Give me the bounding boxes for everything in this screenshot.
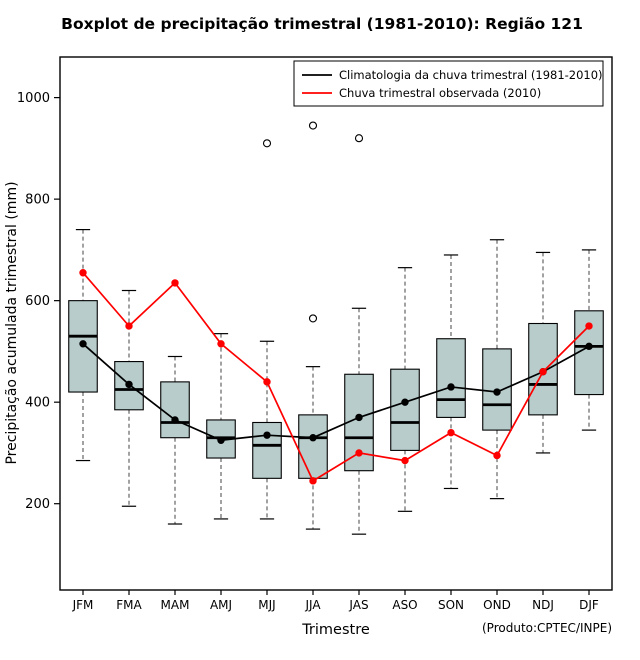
x-tick-label: OND — [483, 598, 511, 612]
climatology-point — [79, 340, 87, 348]
legend-border — [293, 60, 604, 107]
outlier-point — [262, 139, 272, 148]
observed-point — [79, 269, 87, 277]
y-tick-label: 800 — [25, 193, 50, 208]
x-tick-label: AMJ — [210, 598, 232, 612]
y-tick-label: 600 — [25, 294, 50, 309]
x-axis-label: Trimestre — [301, 622, 370, 638]
observed-point — [539, 368, 547, 376]
y-tick-label: 200 — [25, 497, 50, 512]
observed-point — [401, 456, 409, 465]
x-tick-label: MJJ — [258, 598, 275, 612]
box — [298, 414, 328, 479]
box — [252, 421, 282, 479]
plot-content — [68, 121, 604, 535]
observed-point — [309, 477, 317, 485]
outlier-point — [308, 121, 318, 130]
box — [436, 338, 466, 418]
climatology-line — [82, 343, 590, 442]
outlier-point — [354, 134, 364, 143]
observed-point — [217, 340, 225, 348]
observed-line — [82, 272, 590, 483]
climatology-point — [171, 416, 179, 424]
observed-point — [125, 322, 133, 330]
x-tick-label: NDJ — [532, 598, 554, 612]
legend-label-climatology: Climatologia da chuva trimestral (1981-2… — [339, 68, 603, 82]
x-tick-label: JAS — [348, 598, 368, 612]
legend-label-observed: Chuva trimestral observada (2010) — [339, 86, 541, 100]
observed-point — [355, 449, 363, 457]
climatology-point — [493, 388, 501, 396]
climatology-point — [401, 398, 409, 406]
climatology-point — [263, 431, 271, 439]
product-note: (Produto:CPTEC/INPE) — [482, 621, 612, 635]
climatology-point — [217, 436, 225, 444]
x-tick-label: MAM — [161, 598, 190, 612]
x-tick-label: DJF — [579, 598, 599, 612]
plot-area-border — [59, 56, 613, 591]
x-tick-label: JJA — [304, 598, 321, 612]
climatology-point — [309, 434, 317, 442]
box — [160, 381, 190, 439]
y-axis-label: Precipitação acumulada trimestral (mm) — [4, 181, 20, 464]
legend: Climatologia da chuva trimestral (1981-2… — [293, 60, 604, 107]
axes: 200 400 600 800 1000 JFM FMA MAM AMJ MJJ JJA JAS ASO… — [17, 91, 599, 612]
x-tick-label: SON — [438, 598, 464, 612]
y-tick-label: 400 — [25, 396, 50, 411]
x-tick-label: ASO — [392, 598, 417, 612]
climatology-point — [355, 413, 363, 422]
climatology-point — [125, 380, 133, 389]
observed-point — [493, 451, 501, 460]
observed-point — [447, 428, 455, 437]
chart-title: Boxplot de precipitação trimestral (1981… — [61, 15, 583, 33]
climatology-point — [585, 342, 593, 351]
outlier-point — [308, 314, 318, 323]
observed-point — [585, 322, 593, 330]
x-tick-label: JFM — [72, 598, 94, 612]
observed-point — [263, 378, 271, 386]
x-tick-label: FMA — [116, 598, 142, 612]
observed-point — [171, 279, 179, 287]
climatology-point — [447, 383, 455, 391]
y-tick-label: 1000 — [17, 91, 50, 106]
box — [390, 368, 420, 451]
